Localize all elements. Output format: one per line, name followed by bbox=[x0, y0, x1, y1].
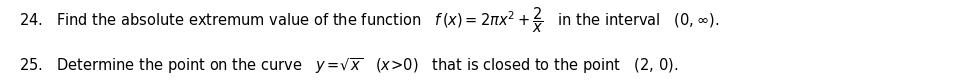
Text: 25.   Determine the point on the curve   $y=\!\sqrt{x}$   $(x\!>\!0)$   that is : 25. Determine the point on the curve $y=… bbox=[19, 56, 679, 76]
Text: 24.   Find the absolute extremum value of the function   $f\,(x)=2\pi x^{2}+\dfr: 24. Find the absolute extremum value of … bbox=[19, 6, 720, 35]
